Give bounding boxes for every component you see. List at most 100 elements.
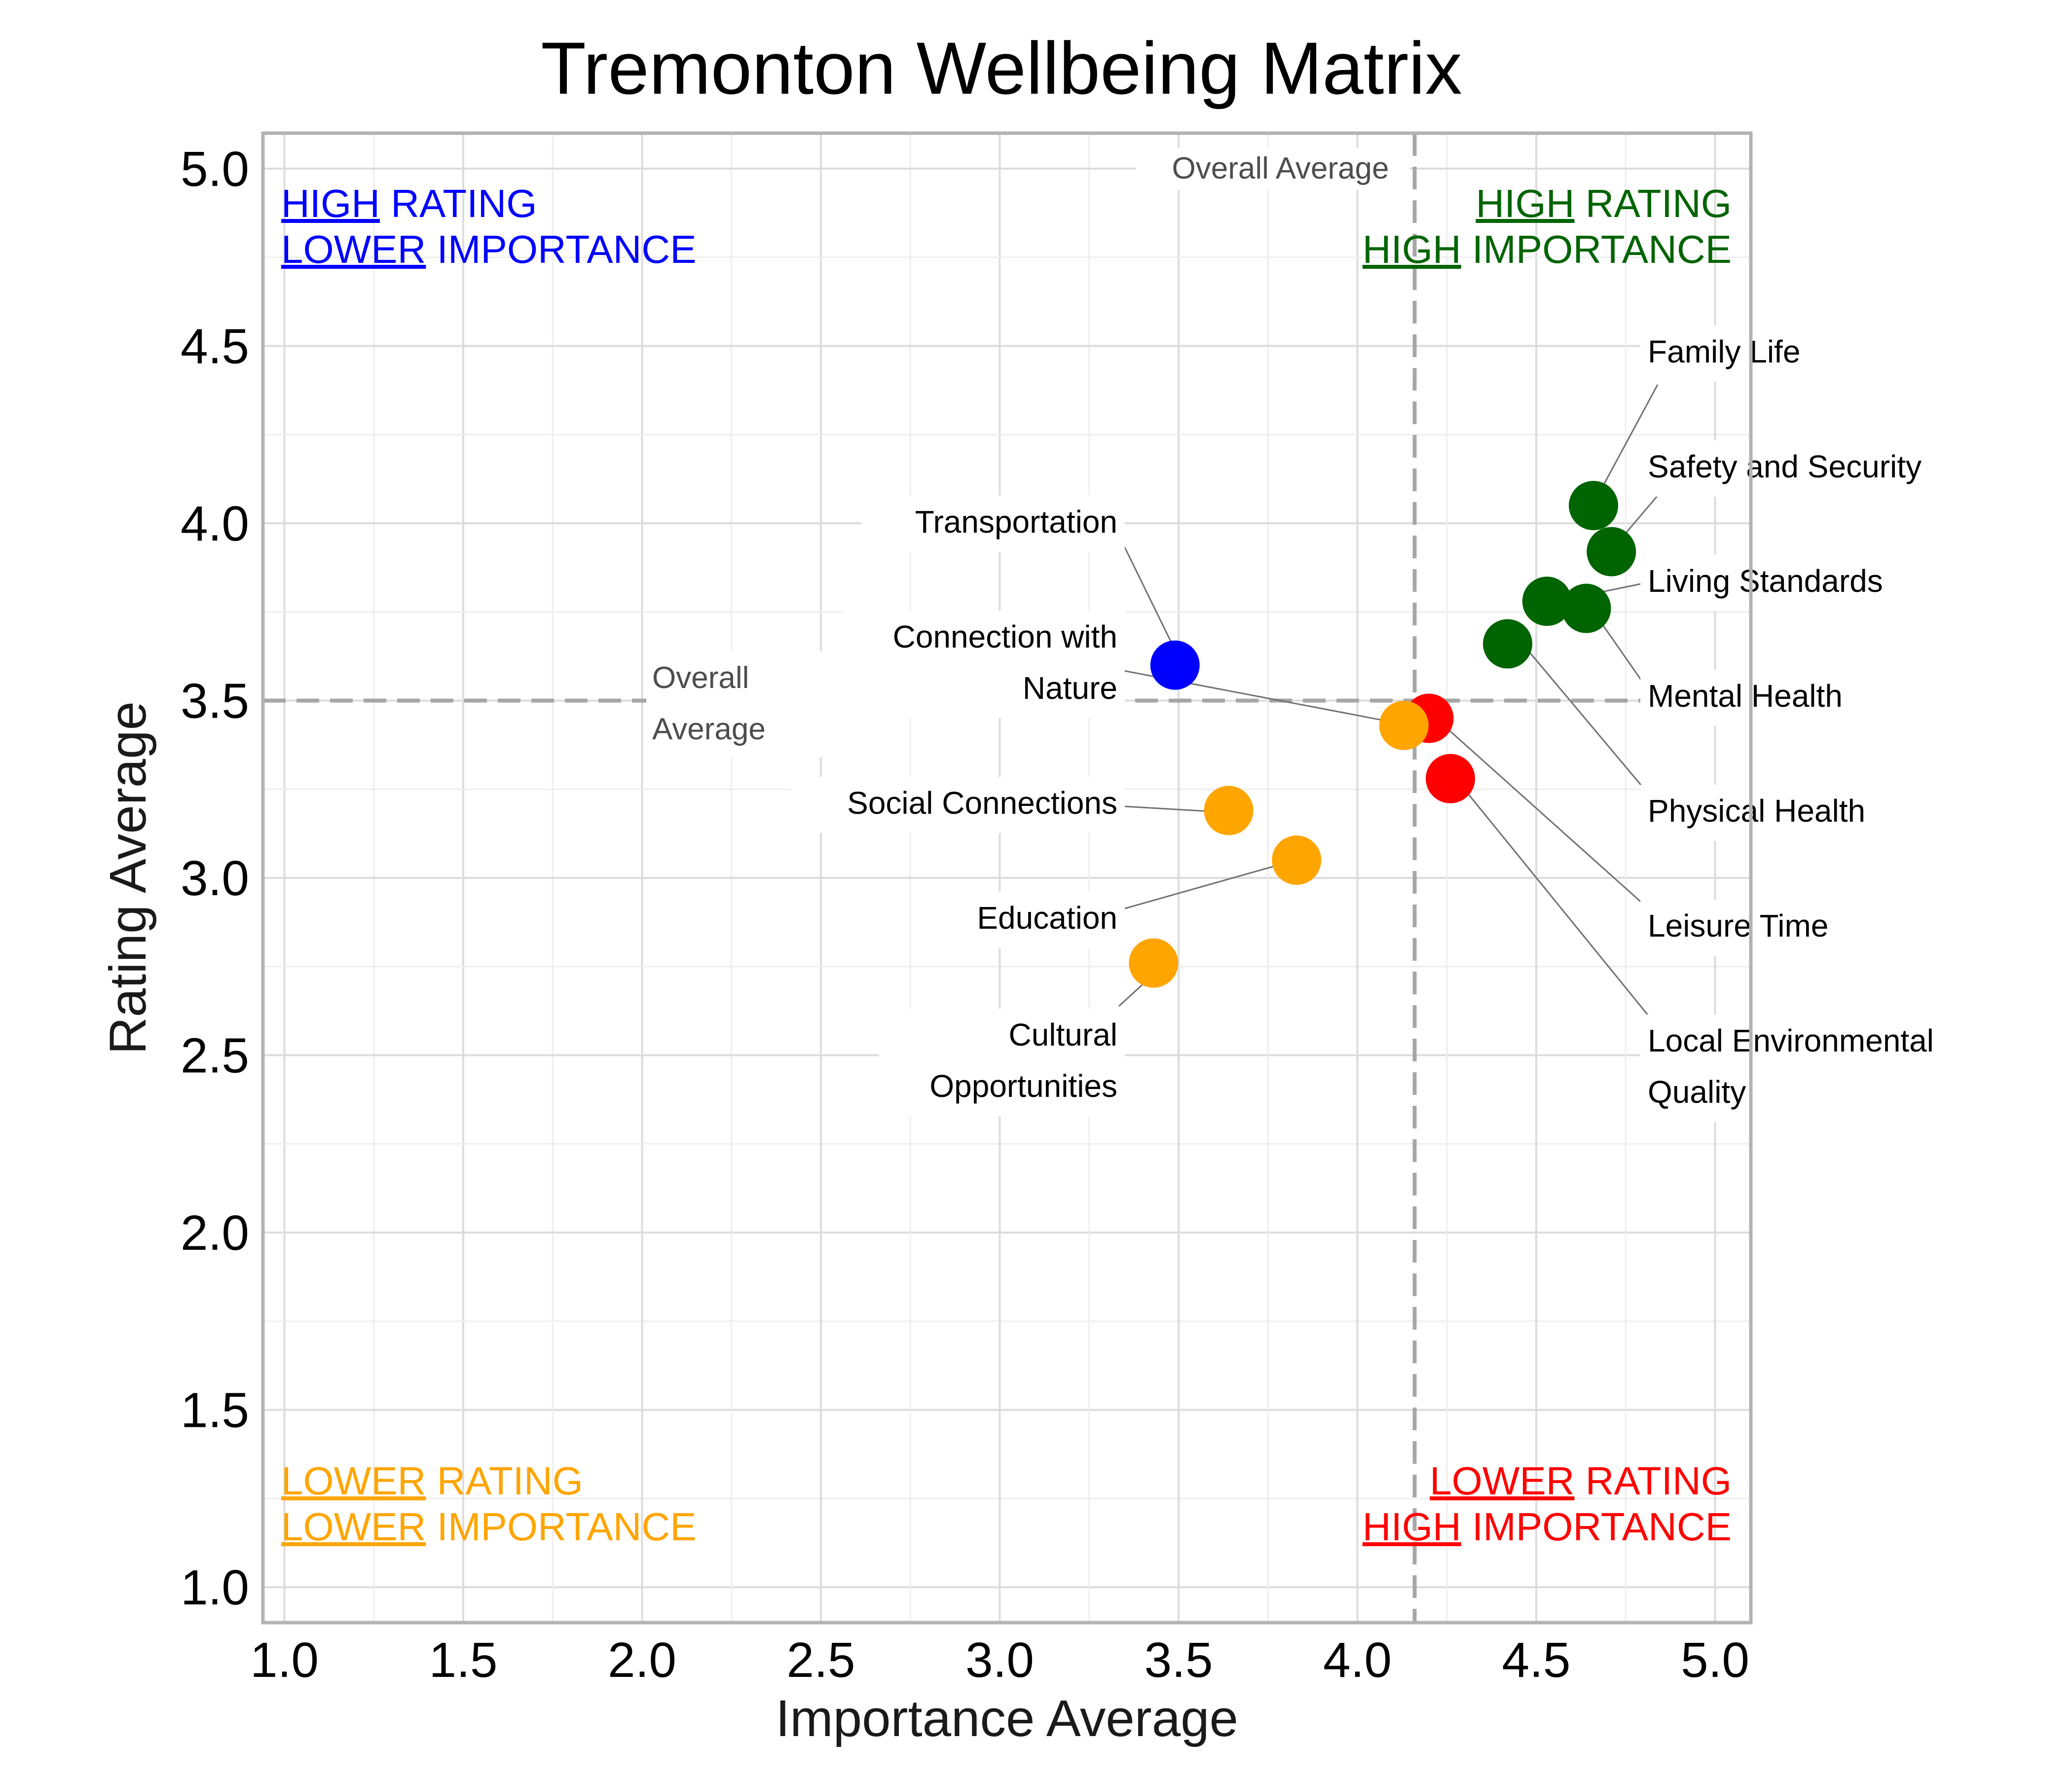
label-bg-local-environmental-quality [1640, 1015, 1993, 1122]
y-tick-label: 4.5 [181, 319, 249, 374]
quadrant-label-emphasis: LOWER [281, 1459, 426, 1503]
point-safety-and-security [1587, 527, 1636, 577]
quadrant-label-rest: RATING [426, 1459, 583, 1503]
x-tick-label: 5.0 [1681, 1633, 1749, 1688]
tick-labels: 1.0 1.5 2.0 2.5 3.0 3.5 4.0 4.5 5.0 1.0 1.5 2.0 2.5 3… [181, 142, 1749, 1688]
reference-lines: Overall Average Overall Average [263, 133, 1751, 1623]
leader-transportation [1113, 525, 1183, 664]
quadrant-label-rest: IMPORTANCE [1461, 227, 1732, 271]
quadrant-label-emphasis: HIGH [1363, 1505, 1461, 1549]
grid [263, 133, 1751, 1623]
point-label-safety-and-security: Safety and Security [1648, 449, 1922, 484]
point-education [1272, 835, 1322, 885]
quadrant-label-bottom-right: LOWER RATING [1430, 1459, 1732, 1503]
point-label-living-standards: Living Standards [1648, 563, 1883, 599]
point-label-mental-health: Mental Health [1648, 678, 1843, 714]
label-bg-mental-health [1640, 670, 1886, 726]
label-bg-safety-and-security [1640, 440, 1993, 497]
x-average-label: Overall Average [1172, 151, 1389, 185]
quadrant-label-rest: RATING [380, 181, 537, 225]
point-label-physical-health: Physical Health [1648, 793, 1865, 829]
leader-education [1124, 862, 1286, 909]
point-label-local-environmental-quality: Quality [1648, 1074, 1746, 1110]
label-bg-cultural-opportunities [879, 1009, 1125, 1116]
quadrant-label-bottom-left: LOWER IMPORTANCE [281, 1505, 697, 1549]
point-family-life [1569, 481, 1618, 530]
point-label-connection-with-nature: Nature [1023, 670, 1117, 706]
x-tick-label: 2.0 [608, 1633, 676, 1688]
label-bg-physical-health [1640, 785, 1922, 841]
point-physical-health [1483, 619, 1532, 669]
y-tick-label: 3.5 [181, 673, 249, 728]
y-tick-label: 1.0 [181, 1560, 249, 1615]
label-bg-education [950, 892, 1125, 948]
leader-physical-health [1523, 646, 1654, 799]
x-tick-label: 1.5 [429, 1633, 497, 1688]
y-tick-label: 1.5 [181, 1383, 249, 1438]
point-connection-with-nature [1379, 700, 1429, 750]
point-label-education: Education [977, 900, 1117, 936]
quadrant-label-bottom-right: HIGH IMPORTANCE [1363, 1505, 1732, 1549]
point-social-connections [1204, 786, 1254, 835]
point-label-leisure-time: Leisure Time [1648, 908, 1828, 943]
y-tick-label: 5.0 [181, 142, 249, 197]
label-bg-connection-with-nature [844, 611, 1125, 718]
quadrant-label-emphasis: HIGH [1363, 227, 1461, 271]
leader-local-environmental-quality [1459, 784, 1654, 1021]
y-axis-title: Rating Average [99, 701, 157, 1054]
x-tick-label: 1.0 [250, 1633, 319, 1688]
point-mental-health [1561, 583, 1611, 633]
x-tick-label: 3.5 [1144, 1633, 1213, 1688]
point-label-family-life: Family Life [1648, 334, 1800, 369]
quadrant-label-emphasis: LOWER [281, 1505, 426, 1549]
x-tick-label: 4.0 [1323, 1633, 1392, 1688]
y-tick-label: 2.0 [181, 1205, 249, 1261]
y-average-label: Average [652, 712, 766, 746]
chart-title: Tremonton Wellbeing Matrix [541, 27, 1462, 109]
y-tick-label: 2.5 [181, 1028, 249, 1084]
point-local-environmental-quality [1426, 754, 1475, 803]
plot-frame [261, 131, 1753, 1625]
y-average-label: Overall [652, 661, 749, 695]
y-tick-label: 3.0 [181, 851, 249, 906]
point-label-social-connections: Social Connections [847, 785, 1117, 821]
point-label-connection-with-nature: Connection with [893, 619, 1117, 654]
label-bg-living-standards [1640, 555, 1939, 611]
quadrant-label-top-left: HIGH RATING [281, 181, 537, 225]
x-average-label-bg [1136, 148, 1410, 190]
point-label-local-environmental-quality: Local Environmental [1648, 1023, 1934, 1058]
quadrant-label-rest: RATING [1574, 181, 1732, 225]
x-tick-label: 2.5 [786, 1633, 855, 1688]
y-average-label-bg [646, 651, 844, 757]
point-living-standards [1522, 577, 1572, 626]
label-bg-leisure-time [1640, 900, 1868, 956]
leader-leisure-time [1440, 722, 1654, 913]
x-tick-label: 3.0 [965, 1633, 1034, 1688]
label-bg-social-connections [790, 777, 1125, 833]
point-label-transportation: Transportation [915, 504, 1117, 540]
point-transportation [1150, 640, 1200, 690]
quadrant-label-top-left: LOWER IMPORTANCE [281, 227, 697, 271]
quadrant-label-rest: IMPORTANCE [426, 227, 696, 271]
y-tick-label: 4.0 [181, 496, 249, 551]
data-points [1129, 481, 1636, 988]
point-labels: Family Life Safety and Security Living Sta… [790, 326, 1993, 1122]
quadrant-label-rest: IMPORTANCE [426, 1505, 696, 1549]
label-bg-transportation [861, 496, 1125, 552]
point-label-cultural-opportunities: Cultural [1008, 1017, 1117, 1052]
quadrant-label-top-right: HIGH IMPORTANCE [1363, 227, 1732, 271]
quadrant-label-rest: IMPORTANCE [1461, 1505, 1732, 1549]
label-bg-family-life [1640, 326, 1850, 382]
x-tick-label: 4.5 [1502, 1633, 1570, 1688]
leader-lines [1113, 384, 1659, 1021]
quadrant-label-top-right: HIGH RATING [1476, 181, 1732, 225]
point-label-cultural-opportunities: Opportunities [929, 1068, 1117, 1104]
quadrant-label-rest: RATING [1574, 1459, 1732, 1503]
quadrant-label-emphasis: LOWER [281, 227, 426, 271]
quadrant-label-emphasis: HIGH [1476, 181, 1574, 225]
quadrant-label-emphasis: LOWER [1430, 1459, 1574, 1503]
x-axis-title: Importance Average [776, 1690, 1238, 1747]
